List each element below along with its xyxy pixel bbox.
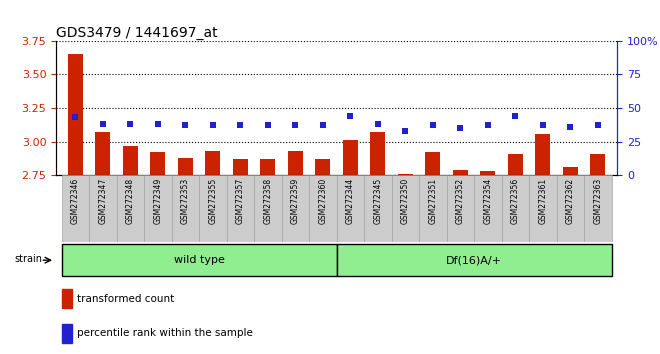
Point [455, 125, 465, 131]
Text: GSM272352: GSM272352 [456, 178, 465, 224]
Point [510, 113, 521, 119]
Point [400, 128, 411, 134]
Point [263, 122, 273, 128]
Point [482, 122, 493, 128]
Text: GSM272350: GSM272350 [401, 178, 410, 224]
Text: GSM272353: GSM272353 [181, 178, 190, 224]
Bar [68, 54, 83, 175]
Bar [199, 175, 226, 242]
Bar [508, 154, 523, 175]
Bar [425, 152, 440, 175]
Text: transformed count: transformed count [77, 294, 175, 304]
Text: GSM272344: GSM272344 [346, 178, 355, 224]
Text: GSM272347: GSM272347 [98, 178, 108, 224]
Bar [584, 175, 612, 242]
Text: GSM272357: GSM272357 [236, 178, 245, 224]
Text: GSM272348: GSM272348 [126, 178, 135, 224]
Point [98, 121, 108, 127]
Bar [89, 175, 117, 242]
Point [290, 122, 300, 128]
Bar [535, 133, 550, 175]
Bar [364, 175, 391, 242]
Point [207, 122, 218, 128]
Text: strain: strain [14, 255, 42, 264]
Point [372, 121, 383, 127]
Bar [62, 324, 72, 343]
Bar [419, 175, 447, 242]
Bar [398, 174, 413, 175]
Bar [61, 244, 337, 276]
Point [428, 122, 438, 128]
Bar [233, 159, 248, 175]
Bar [590, 154, 605, 175]
Point [152, 121, 163, 127]
Text: GSM272356: GSM272356 [511, 178, 520, 224]
Text: GDS3479 / 1441697_at: GDS3479 / 1441697_at [56, 26, 218, 40]
Bar [556, 175, 584, 242]
Text: wild type: wild type [174, 255, 224, 265]
Bar [226, 175, 254, 242]
Bar [370, 132, 385, 175]
Point [317, 122, 328, 128]
Bar [282, 175, 309, 242]
Bar [453, 170, 468, 175]
Bar [150, 152, 166, 175]
Bar [288, 151, 303, 175]
Bar [315, 159, 331, 175]
Bar [480, 171, 496, 175]
Text: GSM272351: GSM272351 [428, 178, 438, 224]
Bar [337, 244, 612, 276]
Text: GSM272363: GSM272363 [593, 178, 603, 224]
Text: Df(16)A/+: Df(16)A/+ [446, 255, 502, 265]
Text: GSM272360: GSM272360 [318, 178, 327, 224]
Bar [62, 289, 72, 308]
Bar [337, 175, 364, 242]
Text: GSM272361: GSM272361 [539, 178, 547, 224]
Bar [254, 175, 282, 242]
Text: GSM272355: GSM272355 [209, 178, 217, 224]
Point [345, 113, 356, 119]
Point [593, 122, 603, 128]
Bar [309, 175, 337, 242]
Point [565, 124, 576, 130]
Text: GSM272346: GSM272346 [71, 178, 80, 224]
Point [180, 122, 191, 128]
Text: percentile rank within the sample: percentile rank within the sample [77, 329, 253, 338]
Bar [205, 151, 220, 175]
Bar [178, 158, 193, 175]
Bar [474, 175, 502, 242]
Bar [563, 167, 578, 175]
Text: GSM272354: GSM272354 [483, 178, 492, 224]
Bar [343, 140, 358, 175]
Bar [144, 175, 172, 242]
Bar [529, 175, 556, 242]
Bar [260, 159, 275, 175]
Bar [172, 175, 199, 242]
Point [125, 121, 136, 127]
Bar [447, 175, 474, 242]
Point [537, 122, 548, 128]
Bar [95, 132, 110, 175]
Point [70, 115, 81, 120]
Bar [502, 175, 529, 242]
Bar [117, 175, 144, 242]
Text: GSM272362: GSM272362 [566, 178, 575, 224]
Bar [391, 175, 419, 242]
Bar [123, 145, 138, 175]
Text: GSM272359: GSM272359 [291, 178, 300, 224]
Text: GSM272358: GSM272358 [263, 178, 273, 224]
Point [235, 122, 246, 128]
Text: GSM272345: GSM272345 [374, 178, 382, 224]
Text: GSM272349: GSM272349 [153, 178, 162, 224]
Bar [61, 175, 89, 242]
